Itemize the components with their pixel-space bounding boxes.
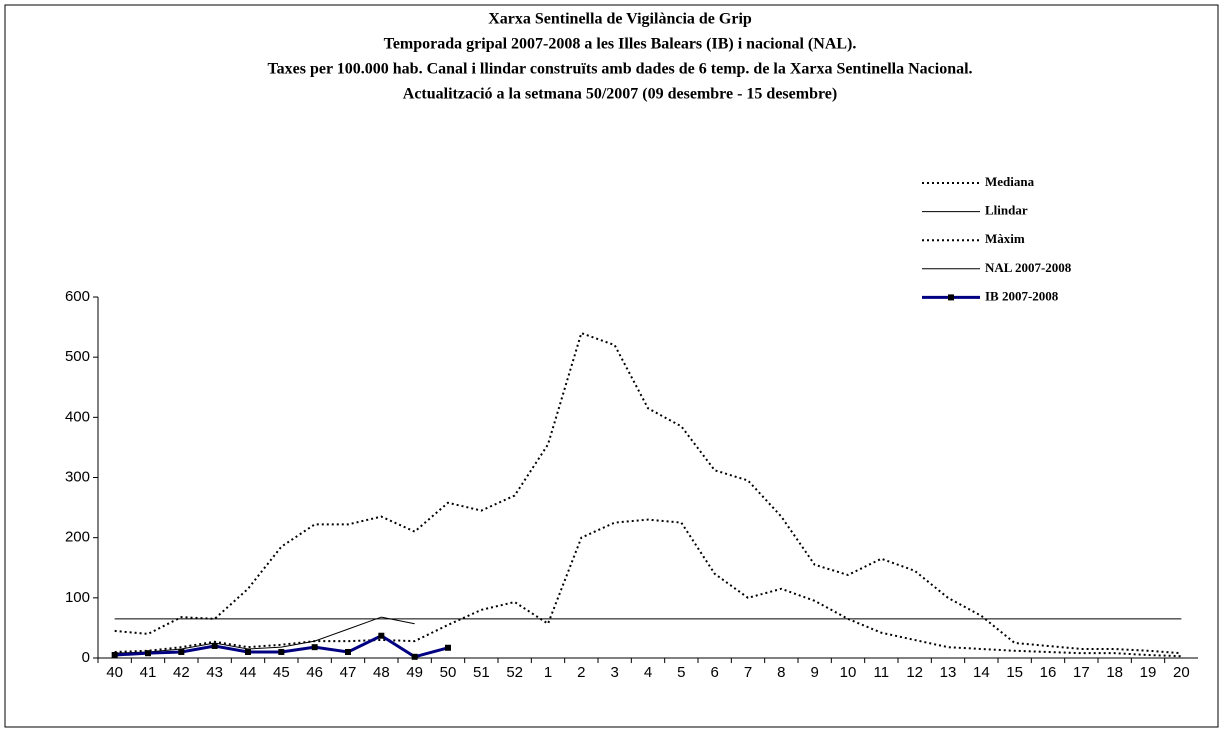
x-tick-label: 11 <box>874 664 890 681</box>
chart-title: Temporada gripal 2007-2008 a les Illes B… <box>384 36 857 53</box>
y-tick-label: 400 <box>65 408 90 425</box>
y-tick-label: 0 <box>82 649 90 666</box>
series-line <box>114 616 415 654</box>
legend-label: Mediana <box>985 174 1035 189</box>
x-tick-label: 19 <box>1140 664 1157 681</box>
data-point <box>345 648 351 655</box>
x-tick-label: 49 <box>406 664 423 681</box>
x-tick-label: 12 <box>906 664 923 681</box>
x-tick-label: 7 <box>744 664 752 681</box>
legend-label: IB 2007-2008 <box>985 288 1059 303</box>
series-line <box>114 331 1182 655</box>
x-tick-label: 43 <box>206 664 223 681</box>
series-line <box>114 518 1182 658</box>
chart-title: Xarxa Sentinella de Vigilància de Grip <box>488 11 752 28</box>
x-tick-label: 15 <box>1006 664 1023 681</box>
x-tick-label: 10 <box>840 664 857 681</box>
x-tick-label: 50 <box>440 664 457 681</box>
data-point <box>411 653 418 660</box>
chart-title: Actualització a la setmana 50/2007 (09 d… <box>403 86 837 103</box>
data-point <box>178 648 185 655</box>
data-point <box>445 644 451 651</box>
chart-title: Taxes per 100.000 hab. Canal i llindar c… <box>267 61 972 78</box>
x-tick-label: 46 <box>306 664 323 681</box>
data-point <box>111 651 118 658</box>
x-tick-label: 17 <box>1073 664 1090 681</box>
x-tick-label: 6 <box>710 664 718 681</box>
x-tick-label: 18 <box>1106 664 1123 681</box>
legend-label: NAL 2007-2008 <box>985 260 1072 275</box>
x-tick-label: 16 <box>1040 664 1057 681</box>
legend-label: Llindar <box>985 203 1028 218</box>
x-tick-label: 1 <box>544 664 552 681</box>
x-tick-label: 45 <box>273 664 290 681</box>
y-tick-label: 300 <box>65 468 90 485</box>
x-tick-label: 5 <box>677 664 685 681</box>
legend-label: Màxim <box>985 231 1025 246</box>
x-tick-label: 8 <box>777 664 785 681</box>
y-tick-label: 200 <box>65 529 90 546</box>
x-tick-label: 9 <box>810 664 818 681</box>
x-tick-label: 14 <box>973 664 990 681</box>
data-point <box>145 650 151 657</box>
data-point <box>311 644 318 651</box>
x-tick-label: 44 <box>240 664 257 681</box>
y-tick-label: 600 <box>65 288 90 305</box>
x-tick-label: 48 <box>373 664 390 681</box>
y-tick-label: 500 <box>65 348 90 365</box>
data-point <box>211 642 218 649</box>
legend-marker <box>948 294 954 301</box>
data-point <box>378 632 385 639</box>
data-point <box>278 648 285 655</box>
chart-frame <box>4 4 1219 728</box>
x-tick-label: 51 <box>473 664 490 681</box>
x-tick-label: 42 <box>173 664 190 681</box>
x-tick-label: 4 <box>644 664 652 681</box>
data-point <box>245 648 251 655</box>
x-tick-label: 2 <box>577 664 585 681</box>
x-tick-label: 13 <box>940 664 957 681</box>
y-tick-label: 100 <box>65 589 90 606</box>
x-tick-label: 52 <box>506 664 523 681</box>
x-tick-label: 41 <box>140 664 157 681</box>
x-tick-label: 40 <box>106 664 123 681</box>
x-tick-label: 3 <box>610 664 618 681</box>
x-tick-label: 47 <box>340 664 357 681</box>
x-tick-label: 20 <box>1173 664 1190 681</box>
